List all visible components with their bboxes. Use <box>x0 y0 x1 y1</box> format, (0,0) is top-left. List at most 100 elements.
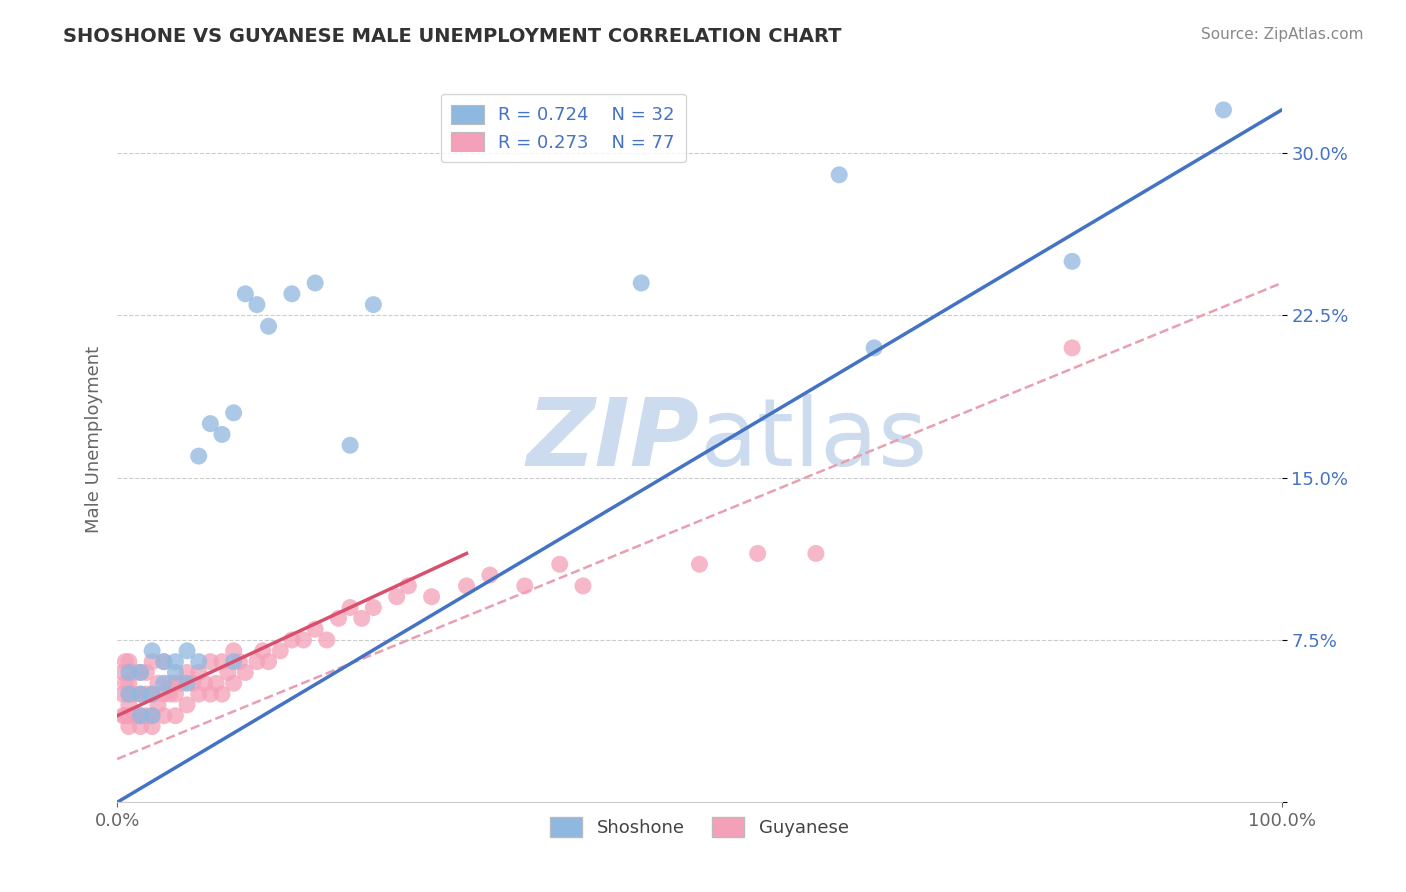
Point <box>129 687 152 701</box>
Point <box>828 168 851 182</box>
Point <box>146 698 169 712</box>
Point <box>315 632 337 647</box>
Point <box>193 676 215 690</box>
Point <box>350 611 373 625</box>
Point <box>1212 103 1234 117</box>
Point <box>141 708 163 723</box>
Point <box>152 655 174 669</box>
Point <box>159 687 181 701</box>
Point <box>152 655 174 669</box>
Point <box>129 720 152 734</box>
Point <box>141 644 163 658</box>
Point <box>222 406 245 420</box>
Point <box>114 655 136 669</box>
Point <box>630 276 652 290</box>
Point <box>804 546 827 560</box>
Point <box>176 644 198 658</box>
Point <box>129 687 152 701</box>
Point <box>118 665 141 680</box>
Point <box>200 687 222 701</box>
Point <box>1062 254 1084 268</box>
Point <box>211 427 233 442</box>
Point <box>396 579 419 593</box>
Point <box>141 655 163 669</box>
Point <box>181 676 204 690</box>
Point <box>135 665 157 680</box>
Point <box>159 676 181 690</box>
Point <box>118 698 141 712</box>
Point <box>170 676 193 690</box>
Point <box>176 665 198 680</box>
Legend: Shoshone, Guyanese: Shoshone, Guyanese <box>543 810 856 844</box>
Point <box>165 665 187 680</box>
Point <box>246 655 269 669</box>
Point <box>228 655 250 669</box>
Point <box>257 319 280 334</box>
Point <box>572 579 595 593</box>
Point <box>339 438 361 452</box>
Point <box>165 676 187 690</box>
Point <box>124 665 146 680</box>
Point <box>513 579 536 593</box>
Point <box>124 687 146 701</box>
Point <box>281 632 304 647</box>
Point <box>257 655 280 669</box>
Point <box>176 698 198 712</box>
Point <box>233 286 256 301</box>
Point <box>363 298 385 312</box>
Point <box>118 687 141 701</box>
Point <box>152 708 174 723</box>
Point <box>187 665 209 680</box>
Point <box>129 708 152 723</box>
Point <box>187 449 209 463</box>
Point <box>165 687 187 701</box>
Point <box>129 708 152 723</box>
Point <box>304 622 326 636</box>
Y-axis label: Male Unemployment: Male Unemployment <box>86 346 103 533</box>
Point <box>281 286 304 301</box>
Point <box>114 676 136 690</box>
Point <box>688 558 710 572</box>
Point <box>304 276 326 290</box>
Point <box>211 687 233 701</box>
Point <box>114 708 136 723</box>
Point <box>217 665 239 680</box>
Point <box>118 687 141 701</box>
Point <box>135 687 157 701</box>
Point <box>187 655 209 669</box>
Point <box>863 341 886 355</box>
Text: SHOSHONE VS GUYANESE MALE UNEMPLOYMENT CORRELATION CHART: SHOSHONE VS GUYANESE MALE UNEMPLOYMENT C… <box>63 27 842 45</box>
Point <box>118 720 141 734</box>
Point <box>152 676 174 690</box>
Point <box>129 665 152 680</box>
Point <box>205 676 228 690</box>
Text: Source: ZipAtlas.com: Source: ZipAtlas.com <box>1201 27 1364 42</box>
Point <box>118 708 141 723</box>
Point <box>222 676 245 690</box>
Point <box>292 632 315 647</box>
Point <box>233 665 256 680</box>
Point <box>141 720 163 734</box>
Point <box>187 687 209 701</box>
Point <box>141 687 163 701</box>
Point <box>141 708 163 723</box>
Point <box>328 611 350 625</box>
Text: atlas: atlas <box>699 394 928 486</box>
Point <box>222 655 245 669</box>
Point <box>339 600 361 615</box>
Point <box>548 558 571 572</box>
Point <box>118 676 141 690</box>
Point <box>246 298 269 312</box>
Point <box>176 676 198 690</box>
Point <box>252 644 274 658</box>
Point <box>478 568 501 582</box>
Point <box>129 665 152 680</box>
Point <box>269 644 291 658</box>
Point <box>135 708 157 723</box>
Point <box>200 417 222 431</box>
Point <box>111 687 134 701</box>
Point <box>165 655 187 669</box>
Point <box>385 590 408 604</box>
Point <box>420 590 443 604</box>
Point <box>146 676 169 690</box>
